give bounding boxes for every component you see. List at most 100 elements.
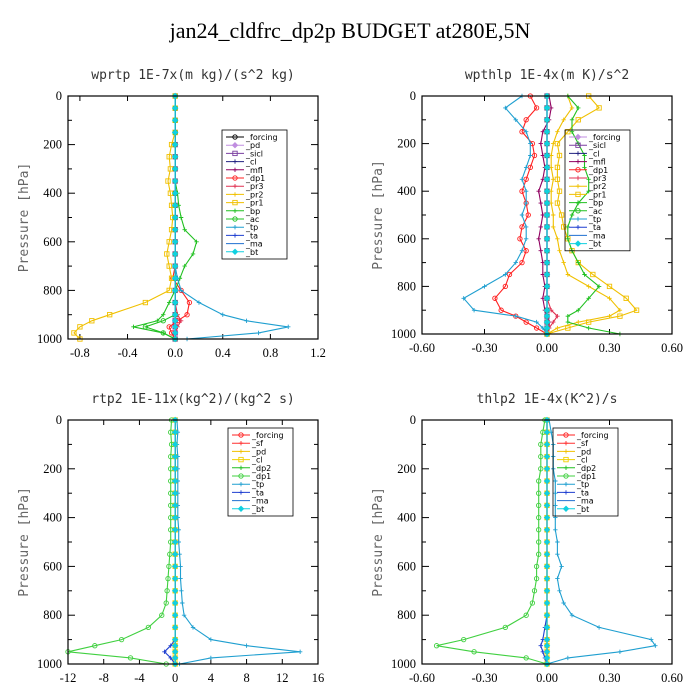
data-point	[596, 625, 602, 630]
data-point	[563, 432, 569, 438]
data-point	[471, 649, 477, 655]
data-point	[551, 212, 556, 218]
data-point	[171, 202, 179, 209]
legend-label: _bt	[245, 248, 258, 257]
data-point	[607, 296, 612, 301]
data-point	[543, 648, 551, 656]
data-point	[171, 477, 179, 485]
y-axis-label: Pressure [hPa]	[371, 160, 386, 270]
data-point	[171, 642, 179, 649]
data-point	[543, 502, 551, 509]
data-point	[536, 551, 542, 557]
plot-frame	[67, 95, 319, 340]
data-point	[554, 140, 561, 147]
data-point	[171, 117, 179, 124]
data-point	[555, 325, 560, 331]
y-tick-label: 0	[410, 413, 416, 427]
legend-label: _cl	[588, 149, 600, 158]
legend-label: _pr1	[588, 190, 606, 199]
data-point	[543, 642, 551, 649]
data-point	[244, 643, 249, 648]
data-point	[582, 153, 587, 158]
data-point	[574, 133, 582, 141]
data-point	[163, 600, 169, 606]
data-point	[569, 117, 575, 122]
data-point	[71, 330, 77, 336]
y-tick-label: 800	[397, 608, 416, 622]
data-point	[551, 224, 556, 230]
data-point	[171, 611, 179, 619]
data-point	[543, 477, 551, 485]
data-point	[586, 177, 591, 182]
legend-label: _bt	[576, 505, 589, 514]
data-point	[160, 330, 166, 336]
data-point	[543, 514, 551, 521]
data-point	[617, 308, 623, 313]
data-point	[166, 287, 172, 294]
data-point	[554, 164, 561, 171]
data-point	[519, 259, 525, 266]
data-point	[590, 271, 596, 278]
data-point	[561, 600, 566, 606]
x-tick-label: -0.60	[409, 341, 435, 355]
data-point	[244, 318, 249, 323]
data-point	[171, 563, 179, 570]
data-point	[565, 313, 571, 319]
data-point	[166, 324, 172, 330]
x-tick-label: -0.60	[409, 671, 435, 685]
data-point	[543, 624, 551, 631]
data-point	[582, 165, 587, 170]
data-point	[553, 491, 558, 496]
data-point	[190, 251, 196, 257]
data-point	[166, 239, 172, 245]
data-point	[161, 312, 166, 317]
x-tick-label: 0.60	[661, 671, 683, 685]
legend-label: _forcing	[588, 133, 621, 142]
data-point	[538, 141, 543, 146]
data-point	[543, 140, 551, 147]
data-point	[551, 141, 556, 146]
data-point	[171, 465, 179, 473]
data-point	[586, 296, 591, 301]
x-tick-label: -0.30	[471, 671, 497, 685]
data-point	[576, 105, 581, 111]
data-point	[563, 473, 569, 479]
data-point	[171, 250, 179, 258]
data-point	[569, 613, 575, 618]
series-line	[546, 95, 638, 335]
legend-label: _bp	[245, 207, 260, 216]
data-point	[536, 527, 542, 533]
y-tick-label: 200	[43, 462, 62, 476]
legend-label: _cl	[245, 158, 257, 167]
y-tick-label: 400	[43, 511, 62, 525]
data-point	[543, 295, 551, 302]
data-point	[555, 129, 560, 134]
data-point	[232, 134, 238, 140]
x-tick-label: 0.30	[599, 341, 621, 355]
y-tick-label: 0	[56, 413, 62, 427]
data-point	[171, 502, 179, 509]
chart-panel: wprtp 1E-7x(m kg)/(s^2 kg) Pressure [hPa]…	[17, 68, 326, 360]
data-point	[503, 105, 508, 111]
data-point	[538, 224, 543, 230]
data-point	[531, 588, 538, 594]
legend-label: _dp2	[251, 464, 271, 473]
data-point	[232, 150, 238, 157]
y-tick-label: 800	[43, 608, 62, 622]
data-point	[543, 187, 551, 195]
data-point	[565, 236, 571, 241]
data-point	[561, 117, 566, 122]
data-point	[182, 227, 187, 232]
data-point	[606, 283, 613, 290]
data-point	[118, 636, 125, 643]
data-point	[538, 453, 544, 460]
data-point	[554, 200, 561, 206]
data-point	[543, 164, 551, 171]
data-point	[503, 272, 508, 277]
data-point	[238, 432, 244, 438]
legend-label: _bt	[251, 505, 264, 514]
data-point	[232, 192, 238, 197]
plot-frame	[67, 419, 319, 665]
data-point	[171, 526, 179, 534]
data-point	[171, 189, 179, 197]
